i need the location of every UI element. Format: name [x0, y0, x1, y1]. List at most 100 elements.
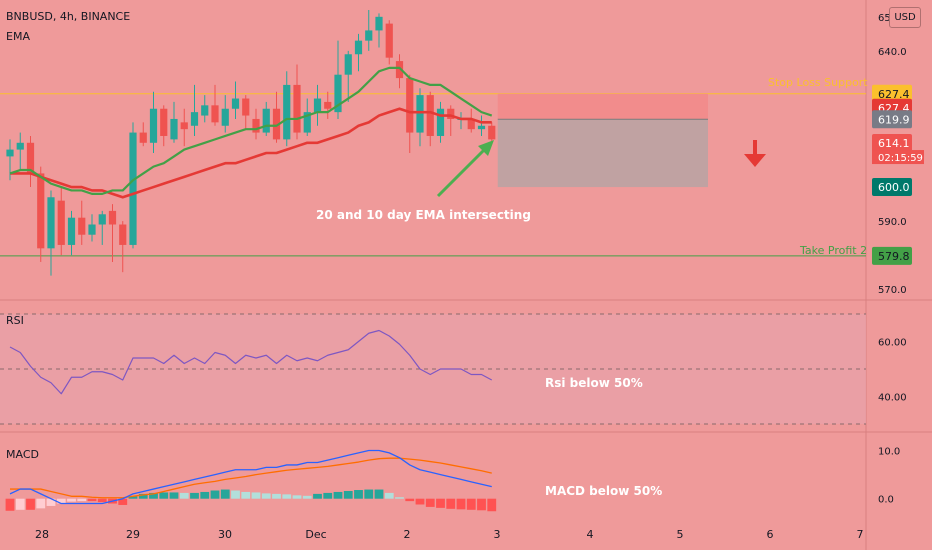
candle-body	[37, 173, 45, 249]
price-tick-label: 590.0	[878, 217, 907, 228]
candle-body	[190, 112, 199, 126]
candle-body	[201, 105, 209, 116]
price-badge	[872, 110, 912, 129]
price-badge	[872, 246, 912, 265]
candle-body	[293, 84, 301, 133]
candle-body	[47, 197, 55, 249]
ema-slow-line	[10, 107, 492, 199]
macd-title: MACD	[6, 448, 39, 461]
candle-body	[395, 61, 404, 79]
candle-body	[119, 224, 127, 245]
time-tick-label: 2	[404, 528, 411, 541]
macd-histogram-bar	[261, 493, 271, 499]
macd-histogram-bar	[282, 494, 292, 499]
macd-tick-label: 10.0	[878, 446, 900, 457]
macd-histogram-bar	[67, 498, 76, 502]
candle-body	[344, 54, 352, 75]
macd-histogram-bar	[302, 495, 312, 499]
macd-histogram-bar	[374, 489, 384, 499]
candle-body	[416, 95, 424, 133]
candle-body	[436, 108, 445, 136]
macd-line	[9, 449, 492, 505]
candle-body	[303, 112, 311, 133]
countdown-label: 02:15:59	[878, 153, 923, 164]
candle-body	[252, 118, 260, 133]
price-badge-label: 600.0	[878, 181, 910, 194]
candle-body	[365, 30, 373, 41]
price-tick-label: 570.0	[878, 285, 907, 296]
candle-body	[88, 224, 96, 235]
candle-body	[426, 95, 434, 136]
macd-histogram-bar	[292, 495, 302, 499]
take-profit-label: Take Profit 2	[800, 244, 868, 257]
time-tick-label: 3	[494, 528, 501, 541]
macd-histogram-bar	[231, 490, 240, 499]
candle-body	[98, 214, 106, 225]
macd-histogram-bar	[159, 492, 169, 499]
ema-note: 20 and 10 day EMA intersecting	[316, 208, 531, 222]
macd-histogram-bar	[343, 490, 353, 499]
macd-histogram-bar	[149, 492, 158, 499]
countdown-badge	[872, 150, 924, 165]
rsi-tick-label: 60.00	[878, 338, 907, 349]
candle-body	[447, 108, 455, 119]
macd-histogram-bar	[272, 493, 281, 499]
candle-body	[180, 122, 188, 130]
time-tick-label: 30	[218, 528, 232, 541]
rsi-tick-label: 40.00	[878, 393, 907, 404]
price-badge	[872, 84, 912, 103]
candle-body	[467, 118, 475, 130]
candle-body	[108, 210, 117, 225]
macd-histogram-bar	[251, 492, 261, 499]
macd-note: MACD below 50%	[545, 484, 663, 498]
rsi-note: Rsi below 50%	[545, 376, 643, 390]
macd-histogram-bar	[364, 489, 374, 499]
macd-histogram-bar	[56, 498, 66, 504]
macd-histogram-bar	[169, 492, 179, 499]
annotation-arrow-shaft	[436, 144, 490, 198]
candle-body	[170, 118, 178, 140]
candle-body	[242, 98, 250, 116]
time-tick-label: Dec	[305, 528, 326, 541]
price-badge	[872, 134, 912, 153]
macd-histogram-bar	[333, 491, 343, 499]
macd-histogram-bar	[446, 498, 456, 509]
price-badge-label: 627.4	[878, 88, 910, 101]
time-tick-label: 5	[677, 528, 684, 541]
rsi-line	[9, 329, 493, 395]
macd-histogram-bar	[487, 498, 497, 512]
candle-body	[324, 101, 332, 109]
price-tick-label: 640.0	[878, 47, 907, 58]
macd-histogram-bar	[179, 492, 189, 499]
candle-body	[313, 98, 322, 113]
macd-histogram-bar	[190, 492, 199, 499]
candle-body	[78, 217, 86, 235]
macd-histogram-bar	[466, 498, 476, 510]
reward-zone	[497, 119, 708, 188]
candle-body	[67, 217, 76, 245]
macd-histogram-bar	[405, 498, 415, 502]
macd-tick-label: 0.0	[878, 495, 894, 506]
candle-body	[16, 142, 24, 150]
currency-button[interactable]: USD	[889, 7, 921, 28]
candle-body	[160, 108, 168, 136]
candle-body	[375, 16, 383, 31]
price-tick-label: 65	[878, 13, 891, 24]
macd-signal-line	[10, 457, 492, 499]
macd-histogram-bar	[384, 492, 394, 499]
time-tick-label: 7	[857, 528, 864, 541]
macd-histogram-bar	[97, 498, 107, 503]
macd-histogram-bar	[354, 490, 363, 499]
time-tick-label: 28	[35, 528, 49, 541]
down-arrow-head	[744, 154, 766, 167]
price-badge-label: 619.9	[878, 113, 910, 126]
candle-body	[211, 105, 219, 123]
candle-body	[6, 149, 14, 157]
risk-zone	[497, 93, 708, 120]
candle-body	[139, 132, 147, 143]
price-badge-label: 614.1	[878, 137, 910, 150]
candle-body	[231, 98, 240, 109]
candle-body	[488, 125, 496, 140]
